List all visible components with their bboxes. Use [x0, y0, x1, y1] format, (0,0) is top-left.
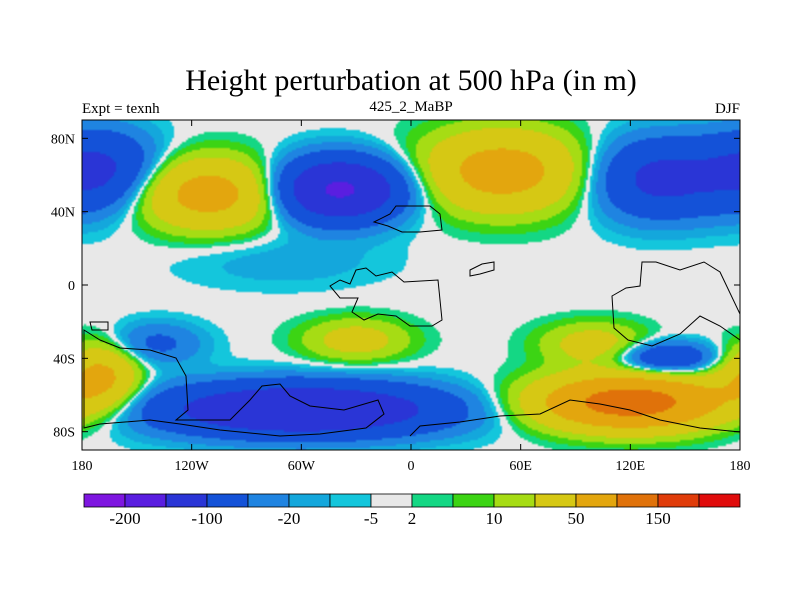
colorbar-swatch	[493, 493, 536, 508]
colorbar: -200 -100 -20 -5 2 10 50 150	[83, 493, 741, 528]
y-tick-label: 40S	[53, 352, 75, 367]
colorbar-label: 150	[645, 509, 671, 528]
colorbar-swatch	[411, 493, 454, 508]
colorbar-swatch	[534, 493, 577, 508]
colorbar-swatch	[124, 493, 167, 508]
height-field-image	[82, 120, 740, 450]
x-tick-label: 60W	[288, 459, 316, 474]
colorbar-label: -5	[364, 509, 378, 528]
coastline-antarctica	[409, 399, 740, 437]
colorbar-swatch	[698, 493, 741, 508]
coastline-south-america	[83, 329, 385, 437]
coastline-eurasia	[372, 205, 443, 233]
colorbar-swatch	[616, 493, 659, 508]
colorbar-label: 10	[486, 509, 503, 528]
colorbar-swatch	[657, 493, 700, 508]
x-tick-label: 180	[72, 459, 93, 474]
colorbar-swatch	[329, 493, 372, 508]
y-tick-label: 40N	[51, 206, 75, 221]
x-axis: 180 120W 60W 0 60E 120E 180	[72, 120, 751, 474]
colorbar-label: -100	[191, 509, 222, 528]
colorbar-label: 50	[568, 509, 585, 528]
colorbar-swatch	[247, 493, 290, 508]
colorbar-swatch	[575, 493, 618, 508]
colorbar-swatch	[165, 493, 208, 508]
coastline-australia-asia	[611, 261, 740, 347]
colorbar-swatch	[370, 493, 413, 508]
colorbar-swatch	[288, 493, 331, 508]
coastlines	[83, 205, 740, 437]
x-tick-label: 0	[408, 459, 415, 474]
coastline-asia-islands	[469, 261, 495, 277]
colorbar-swatch	[206, 493, 249, 508]
experiment-label: Expt = texnh	[82, 101, 160, 117]
colorbar-swatch	[452, 493, 495, 508]
x-tick-label: 120W	[175, 459, 210, 474]
y-tick-label: 0	[68, 279, 75, 294]
y-tick-label: 80S	[53, 426, 75, 441]
colorbar-label: -20	[278, 509, 301, 528]
colorbar-label: 2	[408, 509, 417, 528]
period-label: 425_2_MaBP	[369, 99, 452, 115]
season-label: DJF	[715, 101, 740, 117]
y-tick-label: 80N	[51, 132, 75, 147]
contour-map	[82, 120, 740, 450]
y-axis: 80N 40N 0 40S 80S	[51, 132, 740, 441]
x-tick-label: 120E	[616, 459, 646, 474]
colorbar-label: -200	[109, 509, 140, 528]
x-tick-label: 60E	[509, 459, 532, 474]
coastline-small-island	[89, 321, 109, 331]
colorbar-swatch	[83, 493, 126, 508]
coastline-africa	[329, 267, 443, 327]
chart-title: Height perturbation at 500 hPa (in m)	[185, 64, 637, 97]
x-tick-label: 180	[730, 459, 751, 474]
